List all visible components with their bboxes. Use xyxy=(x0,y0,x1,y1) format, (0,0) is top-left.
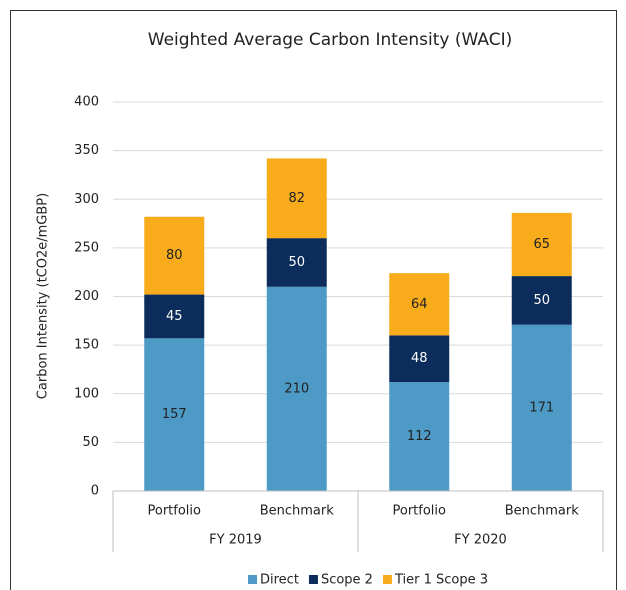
bar-segment xyxy=(511,276,572,325)
bar-segment xyxy=(144,294,205,339)
bar-segment xyxy=(389,335,450,383)
y-tick-label: 100 xyxy=(74,386,99,401)
bar-segment xyxy=(511,212,572,277)
legend-label: Scope 2 xyxy=(321,573,373,588)
legend-label: Tier 1 Scope 3 xyxy=(394,573,488,588)
bar-segment xyxy=(266,238,327,287)
y-axis-label: Carbon Intensity (tCO2e/mGBP) xyxy=(36,193,51,399)
y-tick-label: 150 xyxy=(74,338,99,353)
bar-segment xyxy=(389,382,450,491)
y-tick-label: 200 xyxy=(74,289,99,304)
y-tick-label: 50 xyxy=(82,435,99,450)
data-label: 210 xyxy=(284,381,309,396)
data-label: 45 xyxy=(166,309,183,324)
y-tick-label: 0 xyxy=(91,484,99,499)
group-label: FY 2020 xyxy=(454,533,507,548)
bar-segment xyxy=(389,273,450,336)
y-tick-label: 350 xyxy=(74,143,99,158)
y-tick-label: 250 xyxy=(74,240,99,255)
data-label: 50 xyxy=(288,255,305,270)
data-label: 48 xyxy=(411,351,428,366)
x-tick-label: Benchmark xyxy=(505,504,580,519)
data-label: 65 xyxy=(533,237,550,252)
group-label: FY 2019 xyxy=(209,533,262,548)
bar-segment xyxy=(266,286,327,491)
y-tick-label: 400 xyxy=(74,95,99,110)
legend-swatch xyxy=(308,575,318,584)
data-label: 82 xyxy=(288,191,305,206)
bar-segment xyxy=(144,338,205,491)
legend-swatch xyxy=(248,575,257,584)
data-label: 171 xyxy=(529,400,554,415)
legend-swatch xyxy=(382,575,392,584)
y-tick-label: 300 xyxy=(74,192,99,207)
data-label: 112 xyxy=(407,429,432,444)
x-tick-label: Portfolio xyxy=(393,504,447,519)
chart-title: Weighted Average Carbon Intensity (WACI) xyxy=(148,30,513,50)
data-label: 64 xyxy=(411,297,428,312)
bar-segment xyxy=(144,216,205,295)
legend-label: Direct xyxy=(260,573,299,588)
chart-border xyxy=(10,10,617,590)
bar-segment xyxy=(266,158,327,239)
data-label: 80 xyxy=(166,248,183,263)
x-tick-label: Benchmark xyxy=(260,504,335,519)
x-tick-label: Portfolio xyxy=(148,504,202,519)
bar-segment xyxy=(511,324,572,491)
data-label: 50 xyxy=(533,293,550,308)
data-label: 157 xyxy=(162,407,187,422)
